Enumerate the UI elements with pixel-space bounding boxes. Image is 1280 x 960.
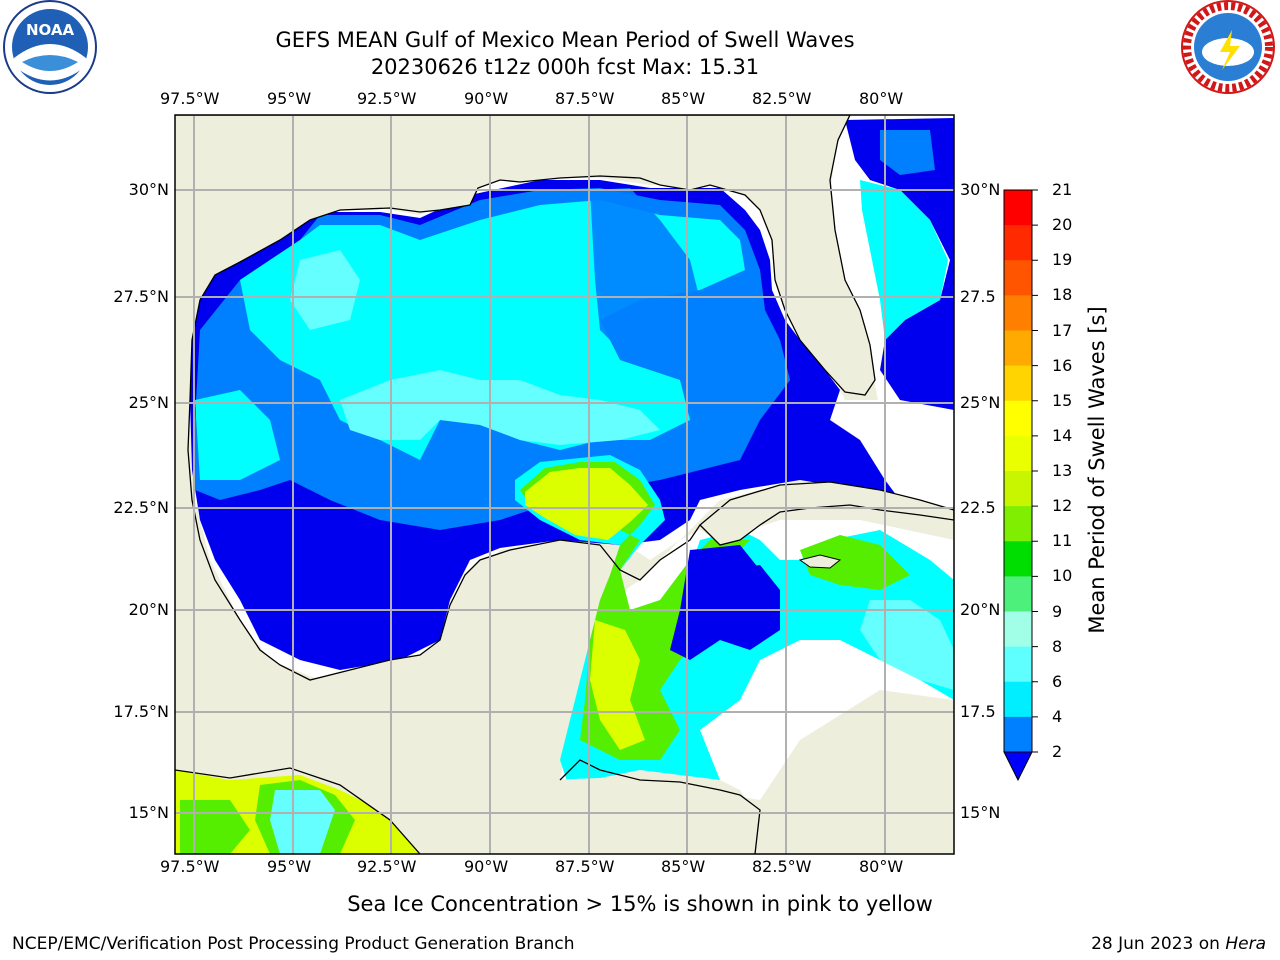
lat-label-right: 27.5 bbox=[960, 287, 996, 306]
colorbar-segment bbox=[1004, 646, 1032, 683]
colorbar-tick-label: 11 bbox=[1052, 531, 1073, 551]
noaa-logo-text: NOAA bbox=[26, 21, 75, 39]
gridlines bbox=[175, 115, 954, 854]
colorbar-tick-label: 20 bbox=[1052, 215, 1073, 235]
lon-label-top: 87.5°W bbox=[555, 89, 615, 108]
colorbar-tick-label: 2 bbox=[1052, 742, 1063, 761]
lon-label-bottom: 97.5°W bbox=[160, 857, 220, 876]
colorbar-segment bbox=[1004, 330, 1032, 367]
lat-label-left: 25°N bbox=[128, 393, 169, 412]
colorbar-segment bbox=[1004, 190, 1032, 226]
lat-label-right: 17.5 bbox=[960, 702, 996, 721]
lat-label-right: 20°N bbox=[960, 600, 1001, 619]
colorbar-tick-label: 18 bbox=[1052, 285, 1073, 305]
colorbar-segment bbox=[1004, 541, 1032, 577]
map-frame bbox=[174, 114, 955, 855]
nws-logo bbox=[1181, 0, 1275, 94]
colorbar-segment bbox=[1004, 506, 1032, 542]
colorbar-segment bbox=[1004, 576, 1032, 612]
colorbar-tick-label: 10 bbox=[1052, 566, 1073, 586]
lon-label-top: 92.5°W bbox=[357, 89, 417, 108]
lat-label-right: 25°N bbox=[960, 393, 1001, 412]
lon-label-top: 97.5°W bbox=[160, 89, 220, 108]
lat-label-left: 30°N bbox=[128, 180, 169, 199]
noaa-logo: NOAA bbox=[3, 0, 97, 94]
lon-label-bottom: 95°W bbox=[267, 857, 312, 876]
colorbar-tick-label: 16 bbox=[1052, 355, 1073, 375]
colorbar-tick-label: 19 bbox=[1052, 250, 1073, 270]
colorbar-tick-label: 4 bbox=[1052, 706, 1063, 726]
sea-ice-note: Sea Ice Concentration > 15% is shown in … bbox=[347, 892, 933, 916]
colorbar-segment bbox=[1004, 295, 1032, 331]
lon-label-bottom: 80°W bbox=[859, 857, 904, 876]
colorbar-tick-label: 9 bbox=[1052, 601, 1063, 621]
credit-text: NCEP/EMC/Verification Post Processing Pr… bbox=[12, 934, 575, 954]
colorbar-tick-label: 17 bbox=[1052, 320, 1073, 340]
colorbar-segment bbox=[1004, 716, 1032, 753]
lat-label-right: 15°N bbox=[960, 803, 1001, 822]
colorbar-segment bbox=[1004, 365, 1032, 402]
colorbar-segment bbox=[1004, 225, 1032, 261]
lon-label-bottom: 87.5°W bbox=[555, 857, 615, 876]
colorbar-label: Mean Period of Swell Waves [s] bbox=[1085, 306, 1109, 634]
map-area bbox=[175, 115, 954, 854]
machine-name: Hera bbox=[1225, 934, 1266, 954]
colorbar-segment bbox=[1004, 260, 1032, 296]
lon-label-bottom: 82.5°W bbox=[752, 857, 812, 876]
lon-label-bottom: 90°W bbox=[464, 857, 509, 876]
lat-label-right: 30°N bbox=[960, 180, 1001, 199]
date-value: 28 Jun 2023 on bbox=[1091, 934, 1220, 954]
lon-label-bottom: 92.5°W bbox=[357, 857, 417, 876]
lon-label-top: 95°W bbox=[267, 89, 312, 108]
date-text: 28 Jun 2023 on Hera bbox=[1091, 934, 1266, 954]
lon-label-bottom: 85°W bbox=[661, 857, 706, 876]
lat-label-left: 22.5°N bbox=[113, 498, 169, 517]
colorbar-segment bbox=[1004, 400, 1032, 437]
colorbar-segment bbox=[1004, 681, 1032, 718]
colorbar bbox=[1003, 189, 1038, 782]
colorbar-segment bbox=[1004, 471, 1032, 507]
map-subtitle: 20230626 t12z 000h fcst Max: 15.31 bbox=[370, 55, 760, 79]
lat-label-left: 17.5°N bbox=[113, 702, 169, 721]
lon-label-top: 82.5°W bbox=[752, 89, 812, 108]
colorbar-segment bbox=[1004, 611, 1032, 648]
lat-label-left: 27.5°N bbox=[113, 287, 169, 306]
colorbar-tick-label: 21 bbox=[1052, 180, 1073, 199]
colorbar-tick-label: 12 bbox=[1052, 496, 1073, 516]
colorbar-extension bbox=[1003, 751, 1033, 782]
lat-label-left: 20°N bbox=[128, 600, 169, 619]
lat-label-left: 15°N bbox=[128, 803, 169, 822]
colorbar-tick-label: 6 bbox=[1052, 671, 1063, 691]
colorbar-tick-label: 13 bbox=[1052, 461, 1073, 480]
colorbar-segment bbox=[1004, 435, 1032, 472]
lon-label-top: 85°W bbox=[661, 89, 706, 108]
colorbar-tick-label: 8 bbox=[1052, 636, 1063, 656]
lat-label-right: 22.5 bbox=[960, 498, 996, 517]
lon-label-top: 80°W bbox=[859, 89, 904, 108]
colorbar-tick-label: 14 bbox=[1052, 425, 1073, 445]
lon-label-top: 90°W bbox=[464, 89, 509, 108]
colorbar-tick-label: 15 bbox=[1052, 390, 1073, 410]
map-title: GEFS MEAN Gulf of Mexico Mean Period of … bbox=[275, 28, 855, 52]
